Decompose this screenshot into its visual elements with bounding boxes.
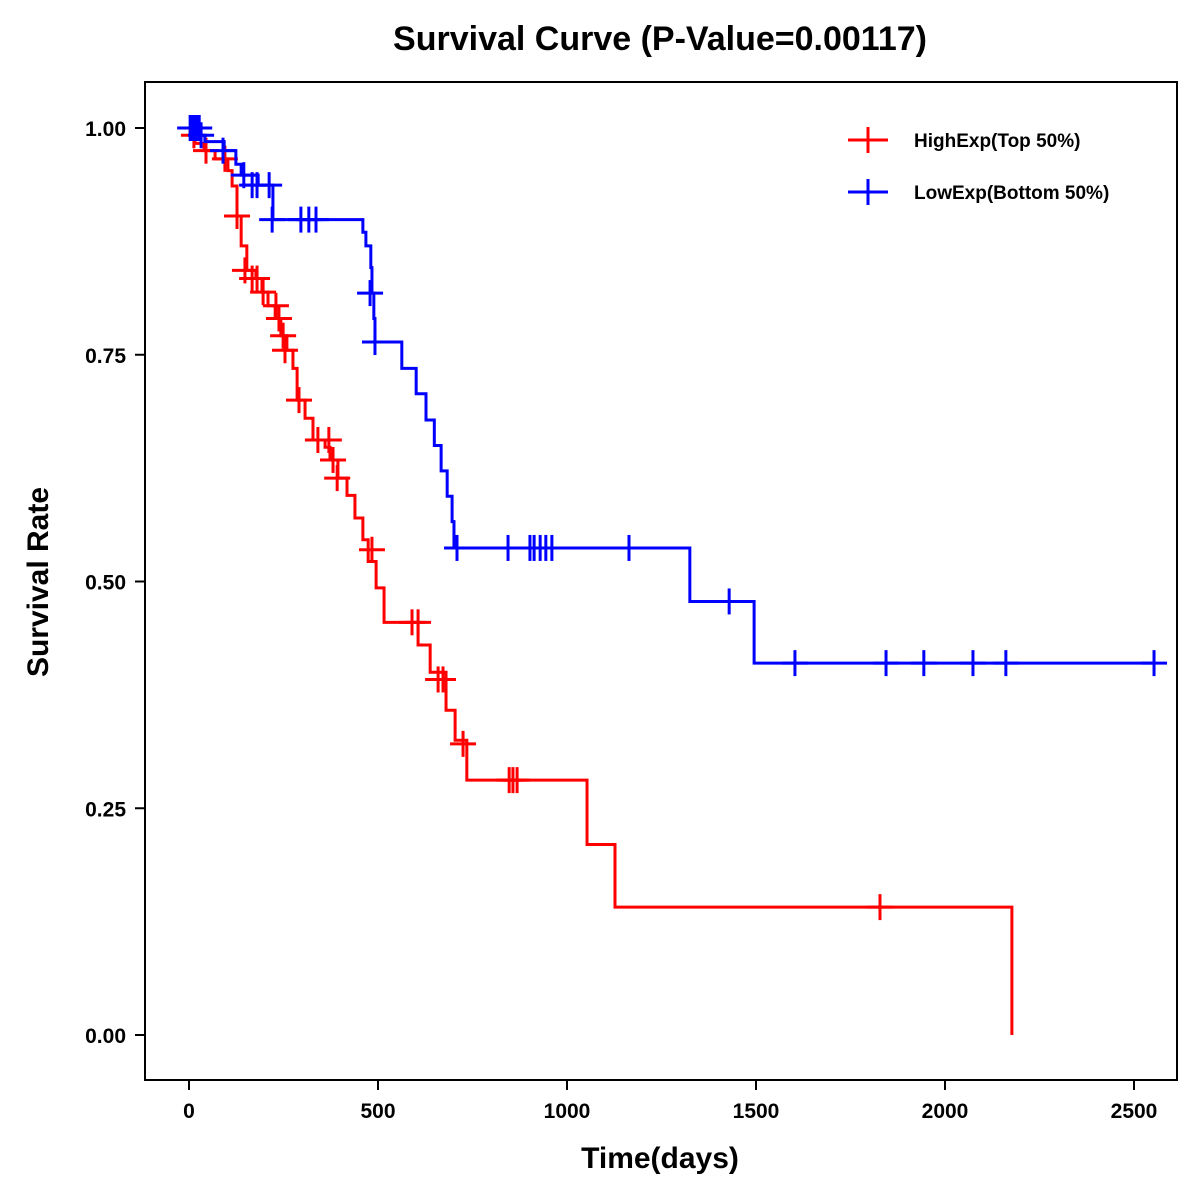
censor-mark bbox=[866, 894, 893, 921]
censor-mark bbox=[270, 322, 297, 349]
y-axis: 0.00 0.25 0.50 0.75 1.00 bbox=[85, 118, 145, 1048]
censor-mark bbox=[430, 666, 457, 693]
censor-mark bbox=[272, 337, 299, 364]
censor-mark bbox=[315, 427, 342, 454]
censor-mark bbox=[873, 650, 900, 677]
censor-mark bbox=[188, 122, 215, 149]
censor-mark bbox=[504, 767, 531, 794]
y-tick-label: 0.00 bbox=[85, 1025, 126, 1048]
censor-mark bbox=[303, 206, 330, 233]
censor-mark bbox=[495, 534, 522, 561]
censor-mark bbox=[250, 279, 277, 306]
x-tick-label: 2500 bbox=[1111, 1100, 1158, 1123]
x-tick-label: 2000 bbox=[922, 1100, 969, 1123]
censor-mark bbox=[959, 650, 986, 677]
survival-step-line bbox=[189, 126, 1155, 665]
plot-panel bbox=[144, 81, 1178, 1081]
censor-mark bbox=[1141, 650, 1168, 677]
censor-mark bbox=[615, 534, 642, 561]
censor-mark bbox=[450, 730, 477, 757]
censor-mark bbox=[781, 650, 808, 677]
censor-mark bbox=[262, 292, 289, 319]
censor-mark bbox=[259, 206, 286, 233]
censor-mark bbox=[244, 265, 271, 292]
series-high bbox=[180, 122, 1014, 1035]
series-layer bbox=[177, 115, 1168, 1035]
censor-mark bbox=[324, 465, 351, 492]
legend-item-high: HighExp(Top 50%) bbox=[848, 127, 1080, 153]
censor-mark bbox=[992, 650, 1019, 677]
x-tick-label: 1000 bbox=[544, 1100, 591, 1123]
censor-mark bbox=[256, 172, 283, 199]
chart-title: Survival Curve (P-Value=0.00117) bbox=[393, 20, 927, 58]
x-axis: 0 500 1000 1500 2000 2500 bbox=[183, 1080, 1157, 1123]
legend-label-high: HighExp(Top 50%) bbox=[914, 131, 1080, 152]
censor-mark bbox=[357, 280, 384, 307]
y-tick-label: 0.75 bbox=[85, 345, 126, 368]
censor-mark bbox=[358, 536, 385, 563]
x-tick-label: 1500 bbox=[733, 1100, 780, 1123]
censor-mark bbox=[224, 202, 251, 229]
censor-mark bbox=[361, 329, 388, 356]
survival-step-line bbox=[188, 126, 1014, 1035]
censor-mark bbox=[405, 609, 432, 636]
censor-mark bbox=[320, 446, 347, 473]
censor-mark bbox=[716, 588, 743, 615]
censor-mark bbox=[285, 387, 312, 414]
censor-mark bbox=[444, 534, 471, 561]
y-tick-label: 1.00 bbox=[85, 118, 126, 141]
legend-label-low: LowExp(Bottom 50%) bbox=[914, 183, 1109, 204]
x-tick-label: 0 bbox=[183, 1100, 195, 1123]
legend: HighExp(Top 50%) LowExp(Bottom 50%) bbox=[848, 127, 1109, 205]
censor-mark bbox=[910, 650, 937, 677]
x-axis-title: Time(days) bbox=[581, 1142, 739, 1175]
y-tick-label: 0.50 bbox=[85, 572, 126, 595]
series-low bbox=[177, 115, 1168, 677]
censor-mark bbox=[265, 305, 292, 332]
y-tick-label: 0.25 bbox=[85, 798, 126, 821]
censor-mark bbox=[538, 534, 565, 561]
y-axis-title: Survival Rate bbox=[22, 487, 55, 677]
legend-item-low: LowExp(Bottom 50%) bbox=[848, 179, 1109, 205]
censor-mark bbox=[210, 137, 237, 164]
x-tick-label: 500 bbox=[360, 1100, 395, 1123]
